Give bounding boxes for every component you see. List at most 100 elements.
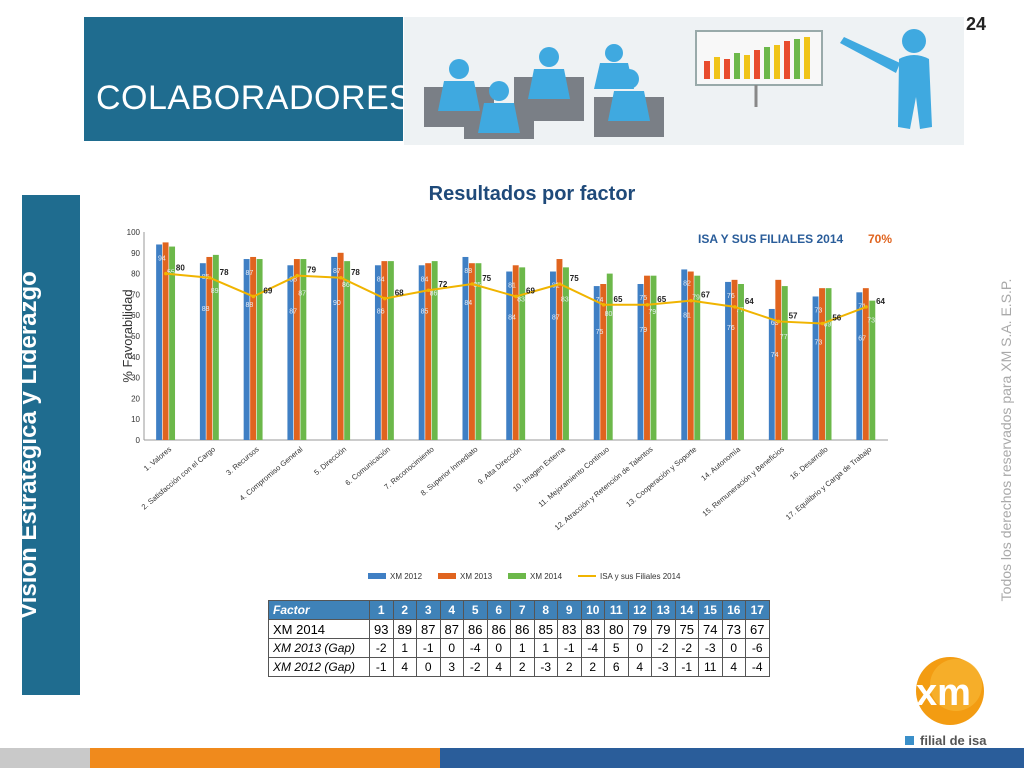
data-label: 71 [858,303,866,310]
line-point [339,275,343,280]
data-label: 85 [421,308,429,315]
bar [563,267,569,440]
table-header-cell: 5 [463,600,488,620]
data-label: 87 [298,290,306,297]
table-cell: 86 [486,619,511,639]
bar [468,263,475,440]
table-cell: 89 [392,619,417,639]
bar [475,263,482,440]
data-label: 88 [246,302,254,309]
data-label: 83 [561,297,569,304]
bar [293,259,300,440]
data-label: 79 [639,327,647,334]
legend-swatch [368,573,386,579]
bar [212,254,219,440]
data-label: 73 [814,339,822,346]
table-header-row: Factor 1 2 3 4 5 6 7 8 9 10 11 12 13 14 15 16 17 [268,600,770,620]
bar [812,296,819,440]
data-label: 76 [727,325,735,332]
table-cell: 5 [604,638,629,658]
table-cell: 93 [369,619,394,639]
table-cell: 83 [557,619,582,639]
legend-label: XM 2012 [390,572,423,581]
table-header-cell: 7 [510,600,535,620]
line-data-label: 78 [351,268,360,277]
table-row: XM 2014 93 89 87 87 86 86 86 85 83 83 80 79 79 75 74 73 6… [268,619,770,639]
line-data-label: 75 [570,274,579,283]
table-row-label: XM 2013 (Gap) [268,638,370,658]
table-cell: -1 [416,638,441,658]
table-cell: 86 [463,619,488,639]
bar [731,279,738,440]
table-cell: 2 [580,657,605,677]
table-header-cell: 16 [721,600,746,620]
table-cell: -1 [369,657,394,677]
bar [374,265,381,440]
data-label: 84 [464,300,472,307]
table-cell: 85 [533,619,558,639]
hero-illustration [404,17,964,145]
data-label: 87 [333,268,341,275]
line-point [689,298,693,303]
table-cell: -1 [557,638,582,658]
line-data-label: 75 [482,274,491,283]
bar [681,269,688,440]
bar [156,244,163,440]
table-cell: 3 [439,657,464,677]
line-data-label: 79 [307,266,316,275]
line-point [426,288,431,293]
table-cell: 79 [627,619,652,639]
y-tick-label: 30 [131,374,140,383]
bar [738,284,744,440]
y-axis-label: % Favorabilidad [120,289,135,382]
table-cell: -3 [533,657,558,677]
bar [337,252,344,440]
bar [506,271,513,440]
line-point [557,282,562,286]
table-cell: 87 [416,619,441,639]
bar [725,281,731,440]
y-tick-label: 20 [131,394,140,403]
bar [418,265,425,440]
table-cell: 75 [674,619,699,639]
results-table: Factor 1 2 3 4 5 6 7 8 9 10 11 12 13 14 15 16 17 XM 2014 9… [268,600,770,677]
data-label: 86 [430,290,438,297]
header-banner: COLABORADORES [84,17,412,141]
table-header-cell: 14 [674,600,699,620]
data-label: 84 [421,276,429,283]
table-cell: 0 [486,638,511,658]
line-data-label: 64 [745,297,754,306]
data-label: 79 [692,294,700,301]
bar [869,300,876,440]
data-label: 77 [736,307,744,314]
bar [300,259,307,440]
table-header-cell: 1 [369,600,394,620]
bar-chart: 0 10 20 30 40 50 60 70 80 90 100 % Favorabilidad ISA… [120,228,892,581]
line-point [207,275,212,280]
table-cell: 87 [439,619,464,639]
x-tick-label: 1. Valores [142,444,173,472]
x-tick-label: 14. Autonomía [699,444,742,483]
table-cell: -1 [674,657,699,677]
y-tick-label: 90 [131,249,140,258]
table-row: XM 2012 (Gap) -1 4 0 3 -2 4 2 -3 2 2 6 4 -3 -1 11 4 -4 [268,657,770,677]
bar [344,261,351,440]
table-header-cell: 11 [604,600,629,620]
bar [425,263,432,440]
data-label: 87 [289,308,297,315]
bar [512,265,519,440]
line-point [164,271,168,276]
bar [519,267,526,440]
bar [768,308,775,440]
legend-label: XM 2014 [530,572,563,581]
data-label: 74 [771,352,779,359]
table-cell: 1 [392,638,417,658]
table-header-cell: 17 [745,600,770,620]
bar [606,273,613,440]
table-cell: 11 [698,657,723,677]
table-cell: 0 [627,638,652,658]
bar [593,286,600,440]
data-label: 81 [508,283,516,290]
data-label: 82 [683,280,691,287]
y-tick-label: 80 [131,270,140,279]
